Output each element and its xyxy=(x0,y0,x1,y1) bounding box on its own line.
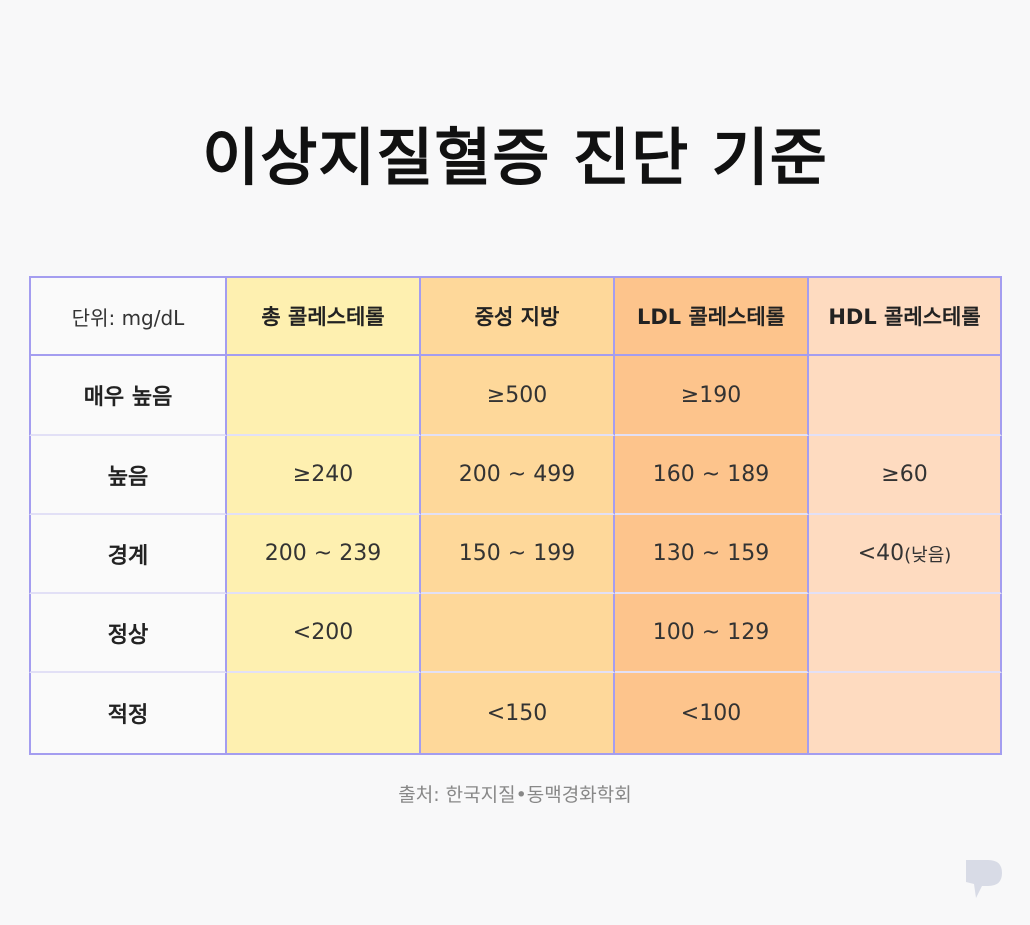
brand-logo-icon xyxy=(962,856,1006,902)
row-header-very-high: 매우 높음 xyxy=(29,356,227,436)
table-cell: 200 ~ 499 xyxy=(421,436,615,515)
column-header-ldl: LDL 콜레스테롤 xyxy=(615,276,809,356)
table-cell: ≥190 xyxy=(615,356,809,436)
table-cell: 130 ~ 159 xyxy=(615,515,809,594)
table-cell: ≥60 xyxy=(809,436,1002,515)
table-cell xyxy=(809,356,1002,436)
table-cell xyxy=(809,594,1002,673)
unit-label: 단위: mg/dL xyxy=(29,276,227,356)
table-cell: <150 xyxy=(421,673,615,755)
table-cell xyxy=(227,356,421,436)
table-cell: 200 ~ 239 xyxy=(227,515,421,594)
column-header-triglyceride: 중성 지방 xyxy=(421,276,615,356)
row-header-borderline: 경계 xyxy=(29,515,227,594)
row-header-optimal: 적정 xyxy=(29,673,227,755)
row-header-normal: 정상 xyxy=(29,594,227,673)
table-cell xyxy=(421,594,615,673)
table-cell: <200 xyxy=(227,594,421,673)
diagnosis-criteria-table: 단위: mg/dL 총 콜레스테롤 중성 지방 LDL 콜레스테롤 HDL 콜레… xyxy=(29,276,1002,755)
row-header-high: 높음 xyxy=(29,436,227,515)
table-cell xyxy=(809,673,1002,755)
table-cell: ≥500 xyxy=(421,356,615,436)
column-header-hdl: HDL 콜레스테롤 xyxy=(809,276,1002,356)
table-cell: ≥240 xyxy=(227,436,421,515)
table-cell xyxy=(227,673,421,755)
source-citation: 출처: 한국지질•동맥경화학회 xyxy=(398,784,632,806)
hdl-low-value: <40 xyxy=(857,541,905,566)
table-cell: <100 xyxy=(615,673,809,755)
page-title: 이상지질혈증 진단 기준 xyxy=(202,121,828,194)
table-cell: 150 ~ 199 xyxy=(421,515,615,594)
hdl-low-note: (낮음) xyxy=(904,544,952,566)
table-cell: 160 ~ 189 xyxy=(615,436,809,515)
table-cell: <40 (낮음) xyxy=(809,515,1002,594)
table-cell: 100 ~ 129 xyxy=(615,594,809,673)
column-header-total-cholesterol: 총 콜레스테롤 xyxy=(227,276,421,356)
